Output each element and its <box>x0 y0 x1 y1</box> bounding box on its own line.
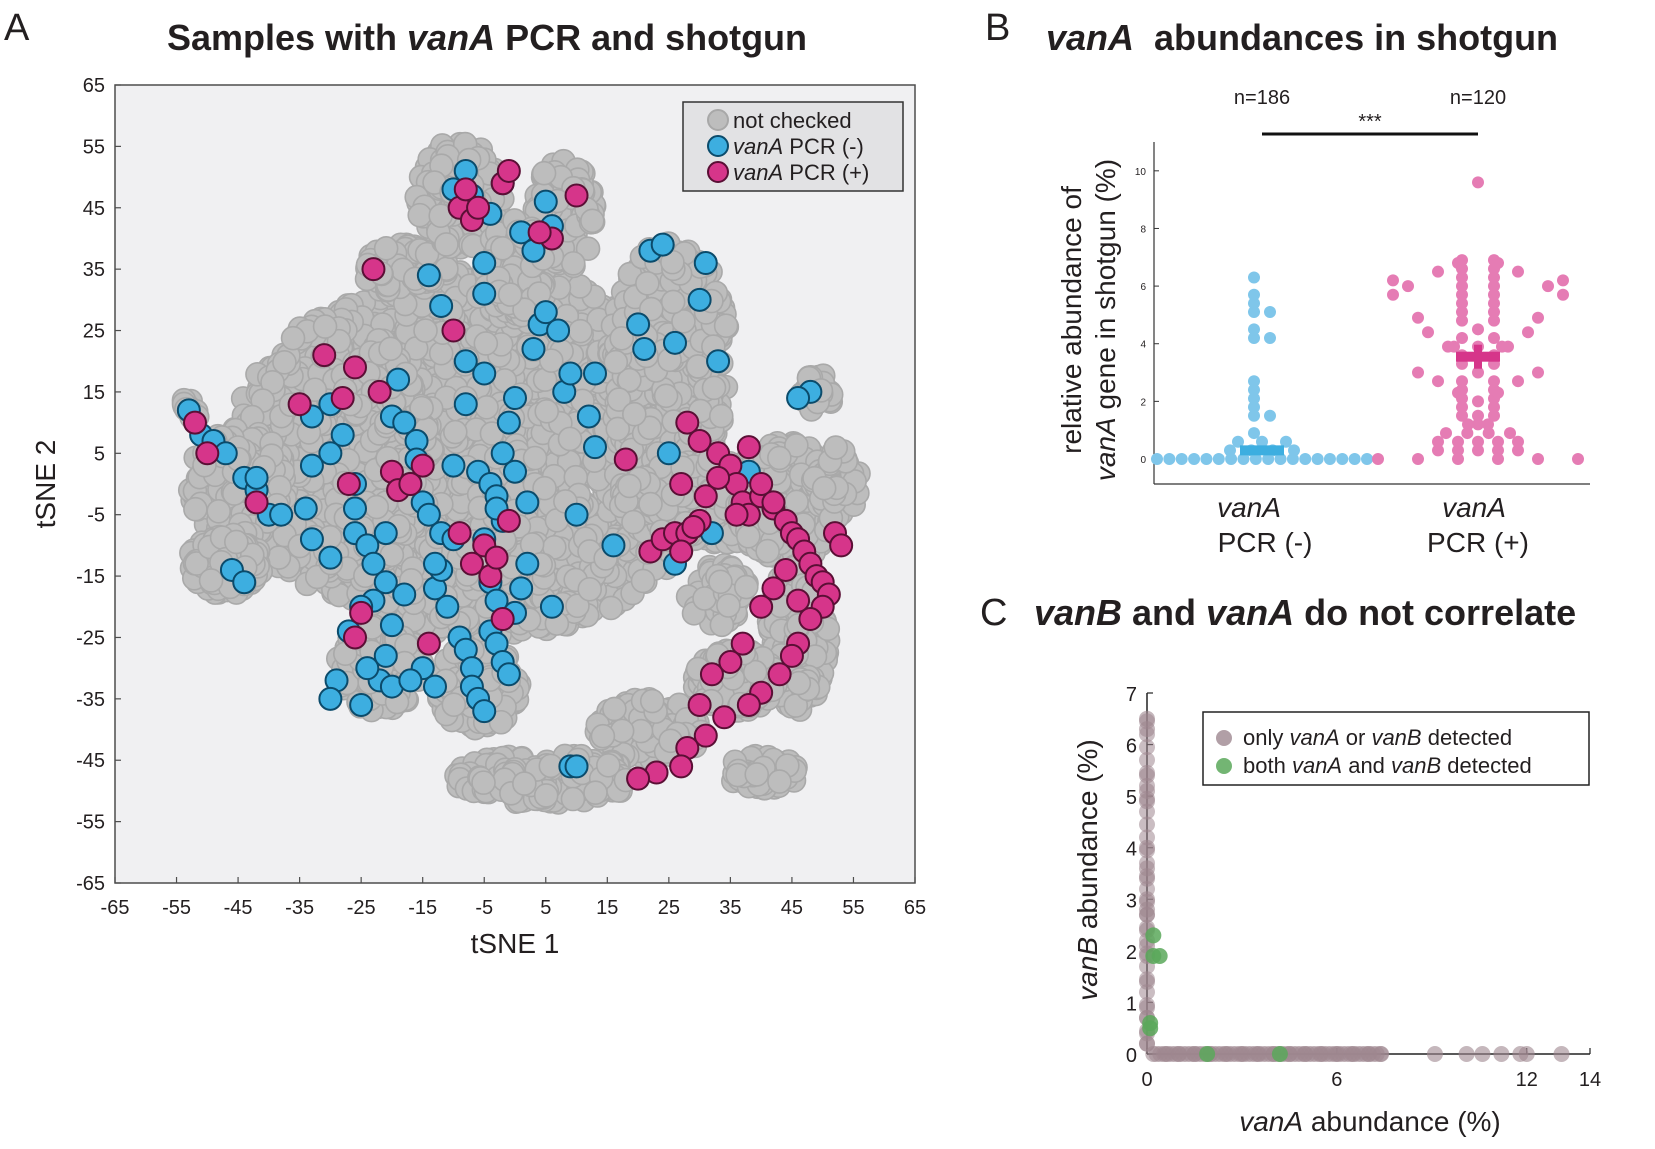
not-checked-point <box>280 325 306 351</box>
not-checked-point <box>708 403 734 429</box>
not-checked-point <box>490 235 515 261</box>
not-checked-point <box>736 523 761 549</box>
panel-a-letter: A <box>4 7 30 49</box>
not-checked-point <box>312 314 338 339</box>
not-checked-point <box>560 251 586 276</box>
not-checked-point <box>443 419 468 445</box>
not-checked-point <box>557 426 583 452</box>
not-checked-point <box>409 395 434 421</box>
not-checked-point <box>302 377 328 403</box>
not-checked-point <box>272 349 297 375</box>
not-checked-point <box>497 282 523 307</box>
not-checked-point <box>522 445 548 471</box>
not-checked-point <box>580 208 605 234</box>
not-checked-point <box>413 318 438 343</box>
not-checked-point <box>479 421 505 446</box>
not-checked-point <box>630 568 656 594</box>
not-checked-point <box>183 496 208 522</box>
not-checked-point <box>635 270 660 296</box>
not-checked-point <box>534 399 560 424</box>
not-checked-point <box>434 232 459 257</box>
not-checked-point <box>621 509 646 535</box>
not-checked-point <box>531 160 557 186</box>
not-checked-point <box>407 202 433 228</box>
not-checked-point <box>532 475 557 501</box>
not-checked-point <box>755 538 780 564</box>
not-checked-point <box>660 289 686 315</box>
not-checked-point <box>565 593 590 619</box>
not-checked-point <box>428 340 454 366</box>
not-checked-point <box>638 491 663 517</box>
not-checked-point <box>701 375 727 401</box>
not-checked-point <box>224 529 249 555</box>
not-checked-point <box>685 354 711 379</box>
not-checked-point <box>198 568 224 593</box>
not-checked-point <box>474 394 499 420</box>
not-checked-point <box>206 498 231 524</box>
not-checked-point <box>617 473 642 499</box>
not-checked-point <box>577 576 603 602</box>
not-checked-point <box>598 595 624 621</box>
not-checked-point <box>538 348 564 373</box>
not-checked-point <box>364 494 390 520</box>
not-checked-point <box>603 349 629 375</box>
panel-a-title: Samples with vanA PCR and shotgun <box>167 17 807 58</box>
not-checked-point <box>767 445 792 471</box>
not-checked-point <box>622 401 647 427</box>
not-checked-point <box>568 318 593 344</box>
not-checked-point <box>373 236 399 261</box>
not-checked-point <box>713 313 739 338</box>
not-checked-point <box>441 692 467 717</box>
not-checked-point <box>378 336 403 362</box>
panel-a: A Samples with vanA PCR and shotgun -65-… <box>4 7 926 959</box>
not-checked-point <box>567 274 593 299</box>
not-checked-point <box>473 331 499 356</box>
not-checked-point <box>653 383 679 409</box>
